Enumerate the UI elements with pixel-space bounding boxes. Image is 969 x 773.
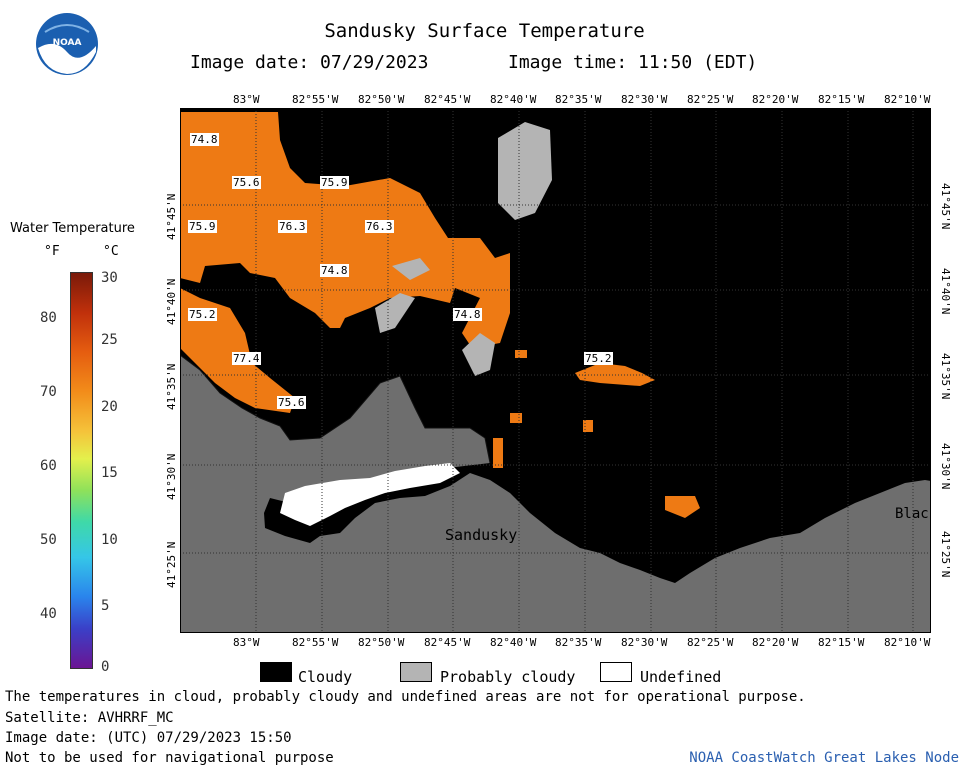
warm-water-region — [510, 413, 522, 423]
lon-label: 82°45'W — [424, 93, 471, 106]
lon-label: 82°55'W — [292, 636, 339, 649]
temperature-label: 76.3 — [278, 220, 307, 233]
footer-nav-warning: Not to be used for navigational purpose — [5, 750, 334, 766]
undefined-area — [280, 463, 460, 526]
image-time: Image time: 11:50 (EDT) — [508, 52, 758, 73]
scale-unit-c: °C — [103, 244, 119, 259]
svg-text:NOAA: NOAA — [53, 38, 82, 48]
noaa-logo: NOAA — [35, 12, 99, 76]
c-tick: 10 — [101, 532, 118, 548]
warm-water-region — [180, 112, 510, 348]
lon-label: 82°35'W — [555, 636, 602, 649]
temperature-label: 77.4 — [232, 352, 261, 365]
footer-utc-date: Image date: (UTC) 07/29/2023 15:50 — [5, 730, 292, 746]
warm-water-region — [515, 350, 527, 358]
lat-label: 41°40'N — [165, 278, 178, 325]
legend-label-probably-cloudy: Probably cloudy — [440, 668, 576, 686]
c-tick: 0 — [101, 659, 110, 675]
lon-label: 83°W — [233, 636, 260, 649]
lon-label: 82°50'W — [358, 93, 405, 106]
temperature-label: 75.2 — [584, 352, 613, 365]
lon-label: 82°40'W — [490, 636, 537, 649]
c-tick: 5 — [101, 598, 110, 614]
probably-cloudy-area — [392, 258, 430, 280]
lon-label: 82°35'W — [555, 93, 602, 106]
footer-satellite: Satellite: AVHRRF_MC — [5, 710, 174, 726]
temperature-label: 74.8 — [453, 308, 482, 321]
legend-swatch-cloudy — [260, 662, 292, 682]
f-tick: 80 — [40, 310, 57, 326]
lat-label: 41°30'N — [939, 443, 952, 490]
temperature-label: 74.8 — [320, 264, 349, 277]
sst-map: 74.8 75.6 75.9 75.9 76.3 76.3 74.8 75.2 … — [179, 108, 931, 633]
place-label-blac: Blac — [895, 506, 929, 522]
lon-label: 82°30'W — [621, 93, 668, 106]
probably-cloudy-area — [498, 122, 552, 220]
map-canvas — [179, 108, 931, 633]
f-tick: 50 — [40, 532, 57, 548]
temperature-label: 75.2 — [188, 308, 217, 321]
probably-cloudy-area — [375, 293, 415, 333]
scale-title: Water Temperature — [10, 221, 135, 236]
lon-label: 83°W — [233, 93, 260, 106]
legend-swatch-undefined — [600, 662, 632, 682]
lon-label: 82°40'W — [490, 93, 537, 106]
graticule — [180, 108, 931, 633]
color-scale-bar — [70, 272, 93, 669]
temperature-label: 76.3 — [365, 220, 394, 233]
temperature-label: 75.6 — [277, 396, 306, 409]
probably-cloudy-area — [462, 333, 495, 376]
lon-label: 82°55'W — [292, 93, 339, 106]
c-tick: 20 — [101, 399, 118, 415]
temperature-label: 74.8 — [190, 133, 219, 146]
lon-label: 82°20'W — [752, 93, 799, 106]
legend-label-undefined: Undefined — [640, 668, 722, 686]
lon-label: 82°15'W — [818, 636, 865, 649]
lat-label: 41°30'N — [165, 453, 178, 500]
lon-label: 82°20'W — [752, 636, 799, 649]
lon-label: 82°45'W — [424, 636, 471, 649]
coastline — [179, 354, 491, 464]
temperature-label: 75.6 — [232, 176, 261, 189]
lon-label: 82°25'W — [687, 636, 734, 649]
c-tick: 25 — [101, 332, 118, 348]
lat-label: 41°40'N — [939, 268, 952, 315]
lat-label: 41°35'N — [939, 353, 952, 400]
c-tick: 15 — [101, 465, 118, 481]
land-area — [180, 355, 931, 633]
lat-label: 41°45'N — [165, 193, 178, 240]
lon-label: 82°10'W — [884, 93, 931, 106]
warm-water-region — [665, 496, 700, 518]
lat-label: 41°45'N — [939, 183, 952, 230]
warm-water-region — [493, 438, 503, 468]
temperature-label: 75.9 — [320, 176, 349, 189]
lat-label: 41°35'N — [165, 363, 178, 410]
legend-swatch-probably-cloudy — [400, 662, 432, 682]
f-tick: 40 — [40, 606, 57, 622]
lon-label: 82°30'W — [621, 636, 668, 649]
footer-credit: NOAA CoastWatch Great Lakes Node — [689, 750, 959, 766]
lon-label: 82°25'W — [687, 93, 734, 106]
lat-label: 41°25'N — [939, 531, 952, 578]
lon-label: 82°15'W — [818, 93, 865, 106]
footer-disclaimer: The temperatures in cloud, probably clou… — [5, 689, 806, 705]
legend-label-cloudy: Cloudy — [298, 668, 353, 686]
lon-label: 82°50'W — [358, 636, 405, 649]
image-date: Image date: 07/29/2023 — [190, 52, 429, 73]
c-tick: 30 — [101, 270, 118, 286]
temperature-label: 75.9 — [188, 220, 217, 233]
warm-water-region — [583, 420, 593, 432]
lat-label: 41°25'N — [165, 541, 178, 588]
map-title: Sandusky Surface Temperature — [324, 20, 645, 42]
place-label-sandusky: Sandusky — [445, 526, 518, 544]
f-tick: 70 — [40, 384, 57, 400]
lon-label: 82°10'W — [884, 636, 931, 649]
scale-unit-f: °F — [44, 244, 60, 259]
f-tick: 60 — [40, 458, 57, 474]
